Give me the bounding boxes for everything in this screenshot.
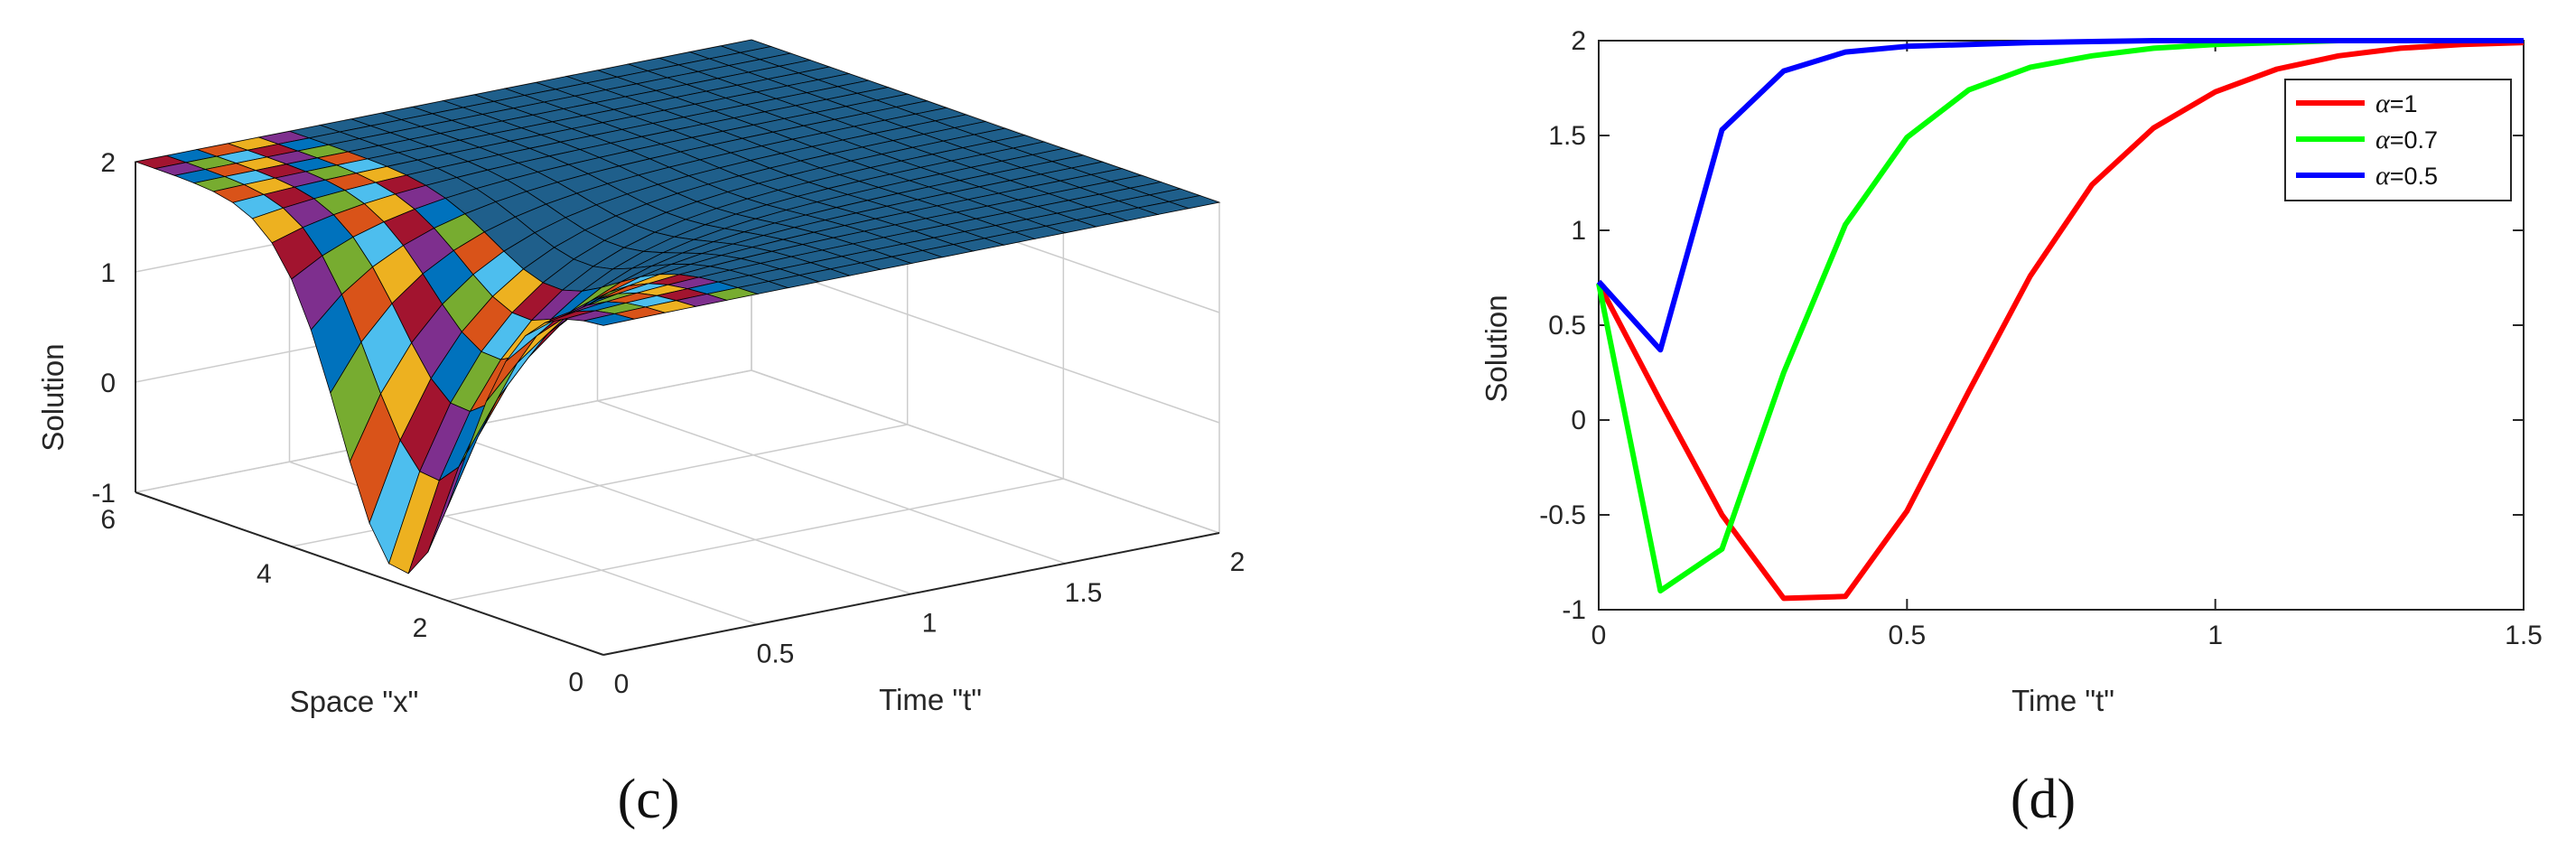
surface-mesh (134, 39, 1221, 574)
grid-floor-t (597, 400, 1066, 565)
panel-label-d: (d) (2011, 769, 2076, 830)
x-tick-label: 0 (1591, 621, 1607, 650)
surface-xlabel: Time "t" (879, 683, 982, 716)
y-tick-label: 0 (1571, 406, 1586, 435)
legend-label-0: α=1 (2375, 89, 2418, 118)
grid-floor-t (751, 369, 1220, 534)
t-tick-label: 1 (922, 609, 938, 639)
axis-x (135, 491, 604, 656)
line-plot: 0 0.5 1 1.5 -1 -0.5 0 0.5 1 1.5 2 Solution Time "t… (1479, 26, 2543, 830)
line-plot-xlabel: Time "t" (2011, 684, 2114, 717)
t-tick-label: 2 (1230, 547, 1246, 577)
panel-label-c: (c) (618, 769, 680, 830)
axis-t (602, 532, 1220, 656)
x-space-tick-label: 0 (568, 668, 583, 697)
y-tick-label: -0.5 (1539, 500, 1586, 530)
t-tick-label: 0 (614, 669, 630, 699)
x-space-tick-label: 4 (257, 559, 272, 589)
surface-plot: -1 0 1 2 0 2 4 6 0 0.5 1 1.5 2 Solution Space "x" Ti… (36, 39, 1245, 830)
x-tick-label: 1 (2207, 621, 2223, 650)
y-tick-label: 1.5 (1548, 121, 1586, 151)
grid-floor-t (443, 430, 912, 595)
x-tick-label: 0.5 (1888, 621, 1926, 650)
z-tick-label: -1 (91, 479, 116, 509)
legend: α=1 α=0.7 α=0.5 (2284, 79, 2512, 201)
line-plot-series (1596, 38, 2525, 602)
t-tick-label: 0.5 (757, 639, 795, 668)
legend-label-1: α=0.7 (2375, 125, 2438, 154)
x-space-tick-label: 6 (100, 505, 116, 535)
surface-facet (583, 313, 635, 326)
line-plot-ylabel: Solution (1479, 294, 1513, 402)
surface-ylabel: Space "x" (290, 685, 419, 718)
line-plot-ticks: 0 0.5 1 1.5 -1 -0.5 0 0.5 1 1.5 2 (1539, 26, 2543, 650)
y-tick-label: 2 (1571, 26, 1586, 56)
x-tick-label: 1.5 (2505, 621, 2543, 650)
y-tick-label: 0.5 (1548, 311, 1586, 341)
y-tick-label: -1 (1562, 595, 1586, 625)
series-line-0 (1596, 40, 2525, 602)
y-tick-label: 1 (1571, 216, 1586, 246)
z-tick-label: 2 (100, 148, 116, 178)
x-space-tick-label: 2 (413, 613, 428, 643)
grid-z-sidewall (751, 259, 1220, 424)
z-tick-label: 0 (100, 369, 116, 398)
t-tick-label: 1.5 (1065, 578, 1103, 608)
surface-ticks: -1 0 1 2 0 2 4 6 0 0.5 1 1.5 2 (91, 148, 1245, 699)
z-tick-label: 1 (100, 258, 116, 288)
surface-zlabel: Solution (36, 343, 70, 451)
series-line-2 (1596, 38, 2524, 353)
legend-label-2: α=0.5 (2375, 161, 2438, 191)
grid-floor-x (447, 478, 1064, 602)
